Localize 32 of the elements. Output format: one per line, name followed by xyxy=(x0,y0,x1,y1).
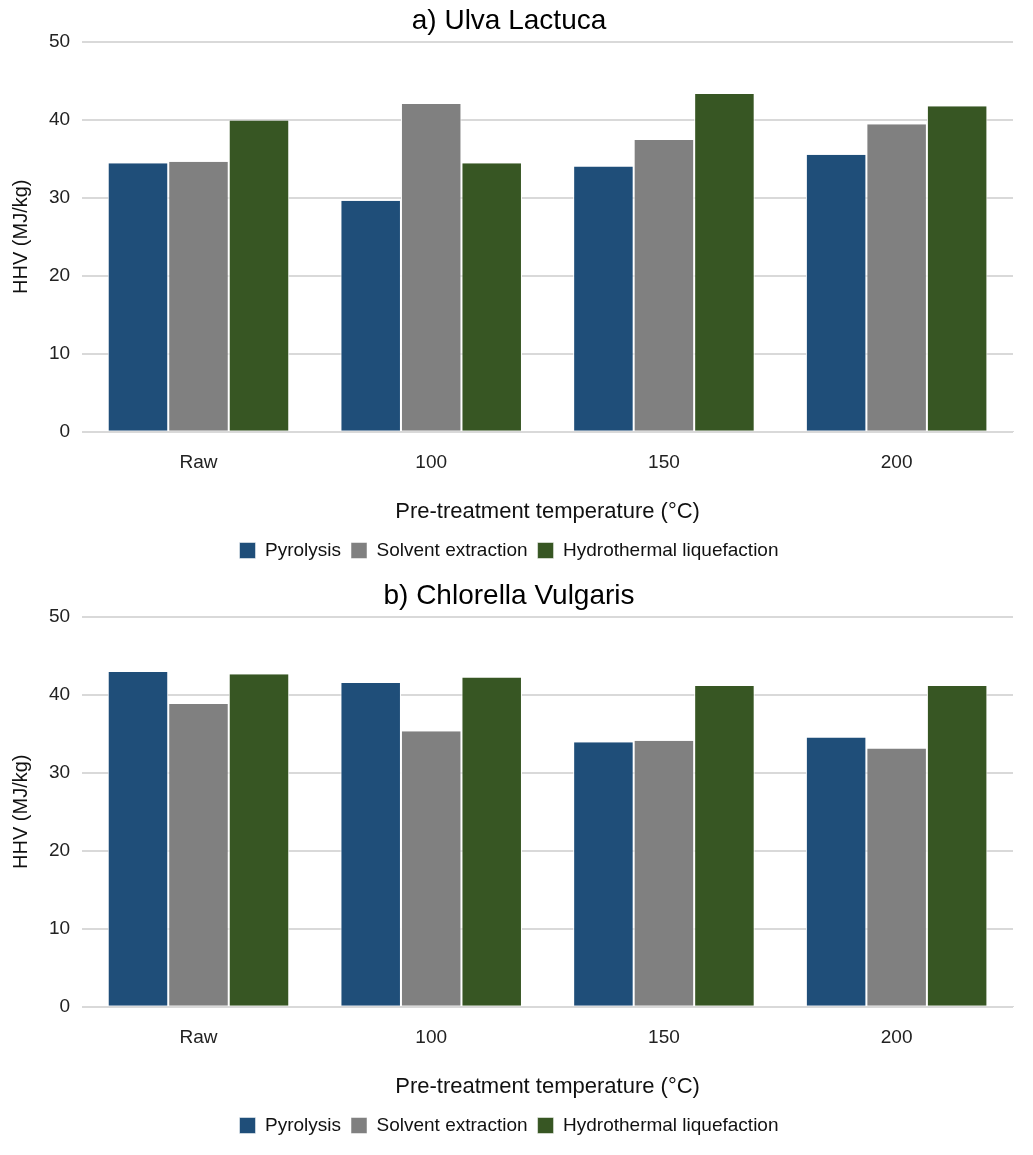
y-tick-label: 50 xyxy=(48,604,71,626)
y-tick-label: 20 xyxy=(48,838,71,860)
x-tick-label: 150 xyxy=(648,451,680,473)
chart-title: b) Chlorella Vulgaris xyxy=(383,578,635,610)
y-tick-label: 30 xyxy=(48,760,71,782)
chart-title: a) Ulva Lactuca xyxy=(411,3,607,35)
y-tick-label: 10 xyxy=(48,341,71,363)
legend-label: Hydrothermal liquefaction xyxy=(563,1113,779,1135)
x-axis-title: Pre-treatment temperature (°C) xyxy=(395,1072,700,1098)
y-tick-label: 40 xyxy=(48,107,71,129)
y-tick-label: 50 xyxy=(48,29,71,51)
x-tick-label: 150 xyxy=(648,1026,680,1048)
x-tick-label: 100 xyxy=(415,451,448,473)
legend-label: Pyrolysis xyxy=(265,1113,342,1135)
y-tick-label: 0 xyxy=(59,995,71,1017)
x-axis-title: Pre-treatment temperature (°C) xyxy=(395,497,700,523)
legend-label: Pyrolysis xyxy=(265,538,342,560)
y-tick-label: 10 xyxy=(48,916,71,938)
legend-label: Solvent extraction xyxy=(376,538,528,560)
y-axis-title: HHV (MJ/kg) xyxy=(8,754,31,869)
x-tick-label: 200 xyxy=(880,451,913,473)
y-tick-label: 40 xyxy=(48,682,71,704)
x-tick-label: Raw xyxy=(179,1026,218,1048)
legend-label: Hydrothermal liquefaction xyxy=(563,538,779,560)
legend-label: Solvent extraction xyxy=(376,1113,528,1135)
x-tick-label: Raw xyxy=(179,451,218,473)
y-axis-title: HHV (MJ/kg) xyxy=(8,179,31,294)
y-tick-label: 20 xyxy=(48,263,71,285)
y-tick-label: 30 xyxy=(48,185,71,207)
x-tick-label: 100 xyxy=(415,1026,448,1048)
y-tick-label: 0 xyxy=(59,420,71,442)
x-tick-label: 200 xyxy=(880,1026,913,1048)
